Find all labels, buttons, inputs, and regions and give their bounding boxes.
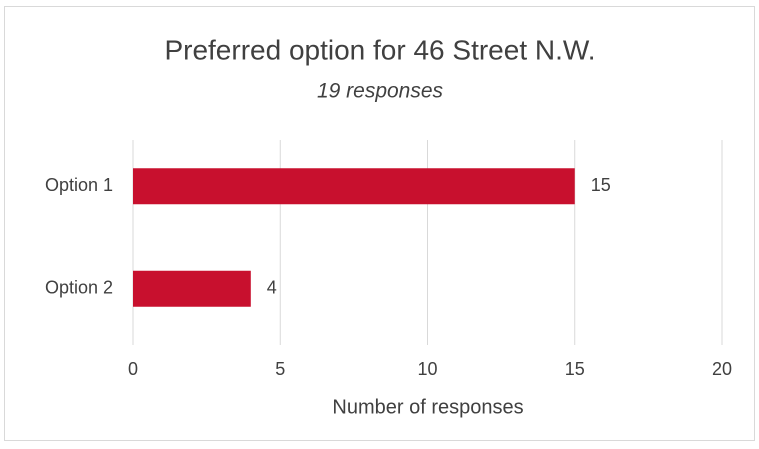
- chart-frame: [4, 6, 755, 441]
- chart-title: Preferred option for 46 Street N.W.: [164, 34, 595, 65]
- y-tick-label: Option 2: [45, 278, 113, 298]
- data-label: 4: [267, 278, 277, 298]
- x-tick-label: 15: [565, 359, 585, 379]
- x-tick-label: 20: [712, 359, 732, 379]
- bar: [133, 168, 575, 205]
- y-tick-label: Option 1: [45, 175, 113, 195]
- bar: [133, 270, 251, 307]
- x-axis-label: Number of responses: [332, 396, 523, 418]
- x-tick-label: 10: [417, 359, 437, 379]
- x-tick-label: 0: [128, 359, 138, 379]
- x-tick-label: 5: [275, 359, 285, 379]
- chart-subtitle: 19 responses: [317, 80, 444, 103]
- data-label: 15: [591, 175, 611, 195]
